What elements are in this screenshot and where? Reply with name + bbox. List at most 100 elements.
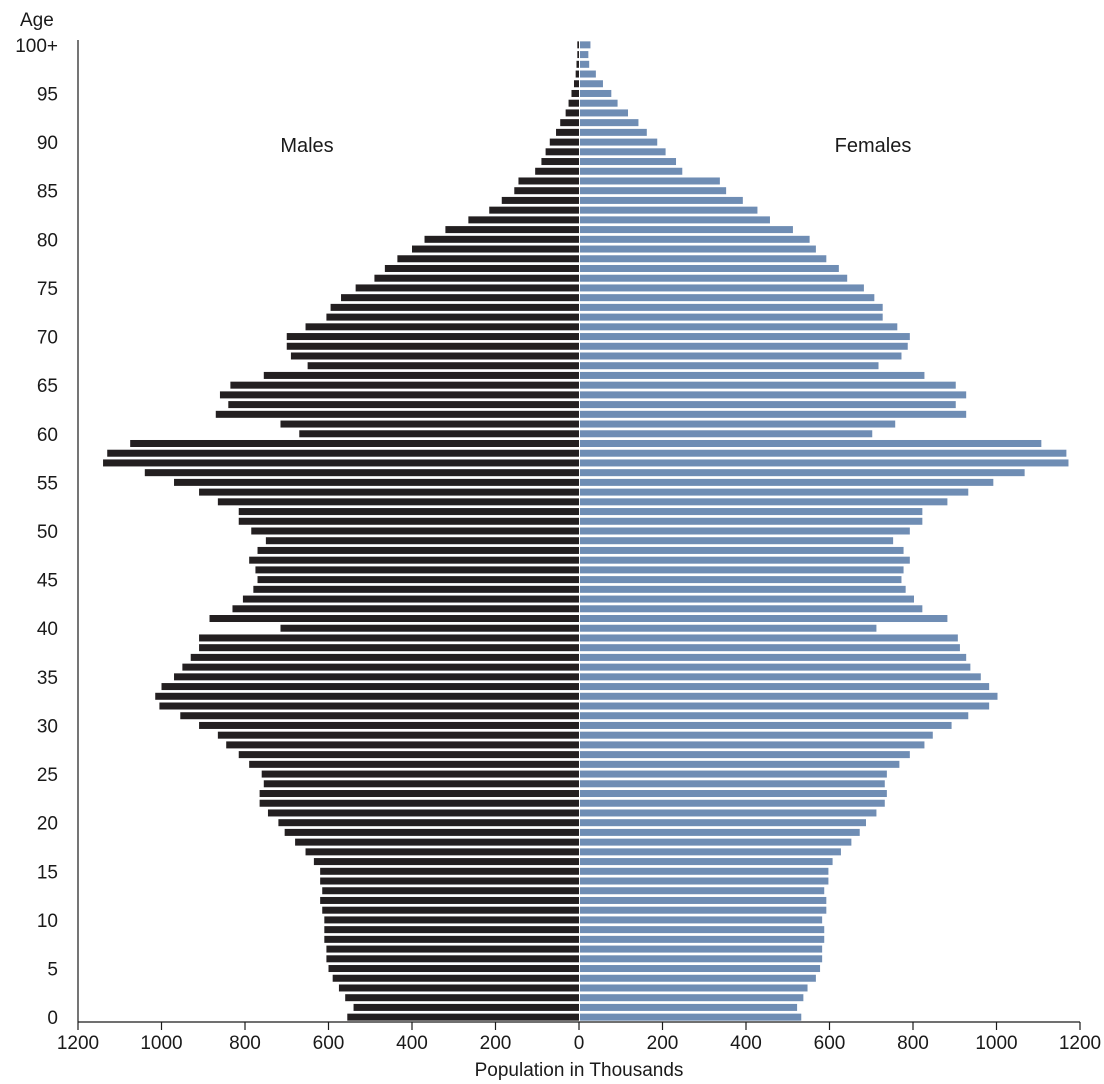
x-tick-label: 800 [229,1033,261,1054]
female-bar-age-64 [580,391,967,399]
female-bar-age-70 [580,333,910,341]
x-tick-label: 800 [897,1033,929,1054]
female-bar-age-0 [580,1013,802,1021]
male-bar-age-99 [577,51,579,59]
female-bar-age-86 [580,177,720,185]
female-bar-age-12 [580,896,827,904]
male-bar-age-21 [267,809,579,817]
male-bar-age-45 [257,576,579,584]
female-bar-age-60 [580,430,873,438]
female-bar-age-30 [580,721,952,729]
male-bar-age-12 [320,896,579,904]
female-bar-age-7 [580,945,823,953]
male-bar-age-90 [549,138,579,146]
male-bar-age-16 [313,858,579,866]
male-bar-age-66 [263,371,579,379]
female-bar-age-99 [580,51,589,59]
y-tick-label: 35 [37,668,58,689]
male-bar-age-89 [545,148,579,156]
female-bar-age-95 [580,89,612,97]
female-bar-age-100 [580,41,591,49]
female-bar-age-15 [580,867,829,875]
female-bar-age-80 [580,235,810,243]
male-bar-age-34 [161,683,579,691]
female-bar-age-29 [580,731,933,739]
female-bar-age-83 [580,206,758,214]
male-bar-age-23 [259,790,579,798]
y-tick-label: 10 [37,911,58,932]
females-bars [580,41,1069,1021]
female-bar-age-66 [580,371,925,379]
male-bar-age-24 [263,780,579,788]
female-bar-age-88 [580,158,677,166]
female-bar-age-52 [580,508,923,516]
male-bar-age-51 [238,517,580,525]
male-bar-age-77 [384,264,579,272]
male-bar-age-92 [560,119,579,127]
female-bar-age-93 [580,109,629,117]
female-bar-age-44 [580,585,906,593]
male-bar-age-71 [305,323,579,331]
female-bar-age-71 [580,323,898,331]
male-bar-age-31 [180,712,579,720]
female-bar-age-23 [580,790,887,798]
female-bar-age-55 [580,478,994,486]
male-bar-age-97 [575,70,579,78]
female-bar-age-90 [580,138,658,146]
male-bar-age-68 [290,352,579,360]
male-bar-age-43 [242,595,579,603]
male-bar-age-54 [199,488,579,496]
male-bar-age-3 [338,984,579,992]
y-axis-title: Age [20,10,54,31]
female-bar-age-81 [580,226,793,234]
female-bar-age-49 [580,537,894,545]
female-bar-age-4 [580,974,816,982]
male-bar-age-5 [328,965,579,973]
female-bar-age-36 [580,663,971,671]
male-bar-age-17 [305,848,579,856]
female-bar-age-46 [580,566,904,574]
male-bar-age-29 [217,731,580,739]
male-bar-age-8 [324,935,579,943]
female-bar-age-56 [580,469,1025,477]
male-bar-age-11 [322,906,579,914]
y-axis-ticks: 0 5 10 15 20 25 30 35 40 45 50 55 60 65 70 75 80 85 90 95 10… [15,36,58,1029]
female-bar-age-54 [580,488,969,496]
female-bar-age-85 [580,187,727,195]
y-tick-label: 5 [47,960,58,981]
male-bar-age-2 [345,994,579,1002]
y-tick-label: 75 [37,279,58,300]
female-bar-age-1 [580,1003,798,1011]
male-bar-age-69 [286,342,579,350]
male-bar-age-57 [103,459,580,467]
male-bar-age-10 [324,916,579,924]
x-tick-label: 200 [647,1033,679,1054]
male-bar-age-62 [215,410,579,418]
male-bar-age-80 [424,235,579,243]
male-bar-age-36 [182,663,579,671]
female-bar-age-6 [580,955,823,963]
male-bar-age-73 [330,303,579,311]
male-bar-age-55 [174,478,579,486]
male-bar-age-93 [565,109,579,117]
male-bar-age-60 [299,430,579,438]
male-bar-age-49 [265,537,579,545]
male-bar-age-0 [347,1013,579,1021]
males-series-label: Males [280,135,333,157]
x-tick-label: 1200 [1059,1033,1101,1054]
female-bar-age-69 [580,342,908,350]
female-bar-age-21 [580,809,877,817]
male-bar-age-100 [577,41,579,49]
female-bar-age-57 [580,459,1069,467]
male-bar-age-18 [295,838,579,846]
female-bar-age-9 [580,926,825,934]
y-tick-label: 40 [37,619,58,640]
male-bar-age-94 [568,99,579,107]
female-bar-age-61 [580,420,896,428]
male-bar-age-32 [159,702,579,710]
male-bar-age-39 [199,634,579,642]
male-bar-age-40 [280,624,579,632]
male-bar-age-98 [576,60,579,68]
female-bar-age-53 [580,498,948,506]
female-bar-age-11 [580,906,827,914]
